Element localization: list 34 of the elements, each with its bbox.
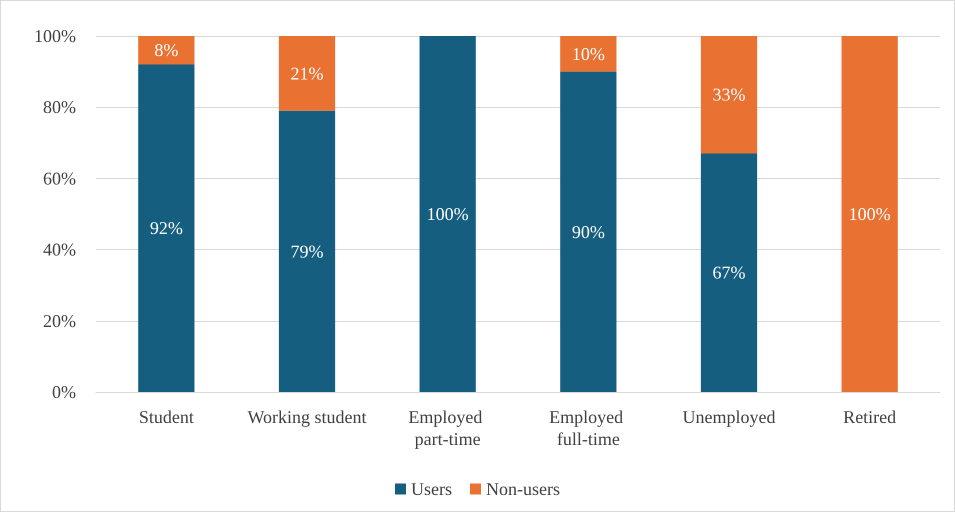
data-label: 67% bbox=[712, 262, 746, 283]
data-label: 92% bbox=[150, 218, 183, 238]
y-tick-label: 80% bbox=[43, 97, 76, 118]
data-label: 90% bbox=[572, 222, 605, 242]
x-tick-label: Working student bbox=[247, 407, 367, 427]
y-tick-label: 20% bbox=[43, 310, 76, 331]
bar bbox=[138, 36, 194, 64]
data-label: 79% bbox=[290, 241, 324, 262]
bar bbox=[842, 36, 898, 392]
bar bbox=[138, 64, 194, 392]
bar bbox=[700, 153, 758, 392]
bar bbox=[278, 110, 336, 392]
data-label: 100% bbox=[426, 204, 469, 224]
y-tick-label: 100% bbox=[34, 26, 76, 46]
bar bbox=[560, 36, 616, 72]
x-tick-label: Unemployed bbox=[682, 407, 776, 427]
bar bbox=[420, 36, 476, 392]
x-tick-label: Student bbox=[138, 407, 194, 427]
data-label: 8% bbox=[154, 40, 178, 60]
bar bbox=[278, 36, 336, 111]
x-tick-label: Employed full-time bbox=[549, 407, 628, 449]
bar bbox=[560, 72, 616, 392]
data-label: 33% bbox=[712, 84, 746, 105]
data-label: 21% bbox=[290, 63, 324, 84]
bar bbox=[700, 36, 758, 154]
y-tick-label: 40% bbox=[43, 240, 76, 260]
y-tick-label: 60% bbox=[43, 168, 76, 188]
legend-label: Users bbox=[411, 479, 452, 499]
y-tick-label: 0% bbox=[52, 382, 76, 402]
x-tick-label: Retired bbox=[843, 407, 896, 427]
x-tick-label: Employed part-time bbox=[408, 407, 487, 449]
data-label: 100% bbox=[848, 204, 891, 224]
data-label: 10% bbox=[572, 44, 605, 64]
legend-label: Non-users bbox=[486, 479, 560, 499]
